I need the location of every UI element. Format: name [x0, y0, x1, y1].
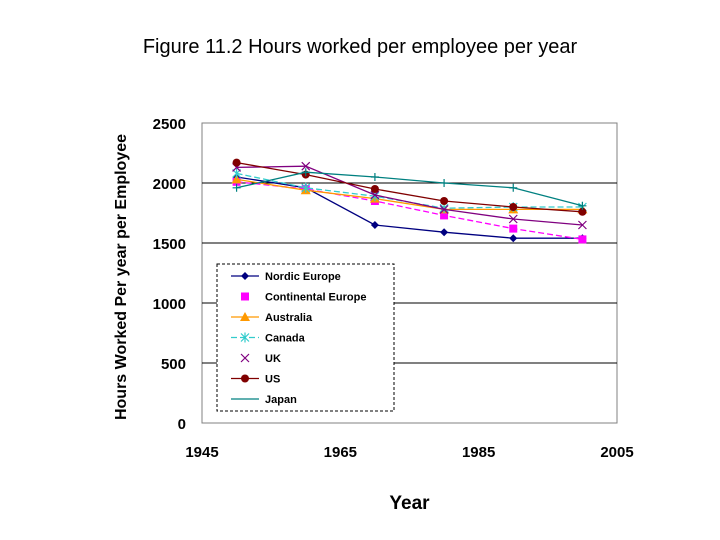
data-point [232, 158, 241, 167]
data-point [509, 234, 518, 243]
series-line [236, 171, 583, 207]
series-line [236, 178, 583, 211]
legend-item: Nordic Europe [231, 271, 341, 283]
data-point [440, 228, 449, 237]
legend-label: Japan [265, 394, 297, 406]
data-point [440, 211, 449, 220]
legend-box [216, 263, 395, 412]
data-point [509, 183, 518, 192]
series-uk [232, 161, 587, 230]
legend-item: Japan [231, 394, 297, 406]
data-point [578, 235, 587, 244]
series-us [232, 158, 587, 216]
legend-label: Canada [265, 333, 306, 345]
data-point [577, 220, 587, 230]
y-tick-label: 2500 [153, 116, 186, 133]
data-point [370, 190, 380, 200]
series-line [236, 165, 583, 226]
series-line [236, 161, 583, 213]
legend-item: US [231, 374, 280, 386]
data-point [240, 353, 250, 363]
y-axis-title: Hours Worked Per year per Employee [113, 134, 130, 420]
data-point [370, 221, 379, 229]
data-point [241, 374, 249, 383]
data-point [578, 207, 587, 216]
legend-item: Australia [231, 312, 313, 324]
legend-label: US [265, 374, 280, 386]
data-point [439, 204, 449, 214]
y-tick-label: 1500 [153, 236, 186, 253]
x-tick-label: 1945 [185, 444, 218, 461]
x-tick-label: 1985 [462, 444, 495, 461]
x-axis-title: Year [389, 493, 430, 514]
legend: Nordic Europe Continental Europe Australia… [216, 263, 395, 412]
data-point [508, 214, 518, 224]
data-point [241, 292, 249, 301]
legend-item: UK [240, 353, 281, 365]
legend-label: Continental Europe [265, 292, 366, 304]
data-point [301, 161, 311, 171]
data-point [241, 272, 249, 280]
data-point [509, 224, 518, 233]
series-japan [232, 168, 587, 210]
y-tick-label: 0 [178, 416, 186, 433]
data-point [440, 179, 449, 187]
axes: 0 500 1000 1500 2000 2500 1945 1965 1985 2005 Year… [113, 116, 634, 514]
data-point [301, 182, 311, 193]
y-tick-label: 2000 [153, 176, 186, 193]
data-point [578, 201, 587, 210]
data-point [240, 312, 250, 321]
data-point [232, 183, 241, 192]
data-point [240, 332, 250, 343]
data-point [440, 197, 449, 205]
data-point [509, 203, 518, 211]
data-point [370, 185, 379, 193]
data-point [231, 174, 242, 184]
series-layer [231, 158, 588, 244]
y-tick-label: 500 [161, 356, 186, 373]
y-tick-label: 1000 [153, 296, 186, 313]
legend-item: Continental Europe [241, 292, 366, 304]
figure-title: Figure 11.2 Hours worked per employee pe… [142, 36, 578, 58]
x-tick-label: 1965 [324, 444, 357, 461]
legend-label: Australia [265, 312, 313, 324]
legend-label: UK [265, 353, 281, 365]
x-tick-label: 2005 [600, 444, 633, 461]
data-point [301, 168, 310, 177]
legend-label: Nordic Europe [265, 271, 341, 283]
data-point [370, 173, 379, 181]
legend-item: Canada [231, 332, 306, 345]
